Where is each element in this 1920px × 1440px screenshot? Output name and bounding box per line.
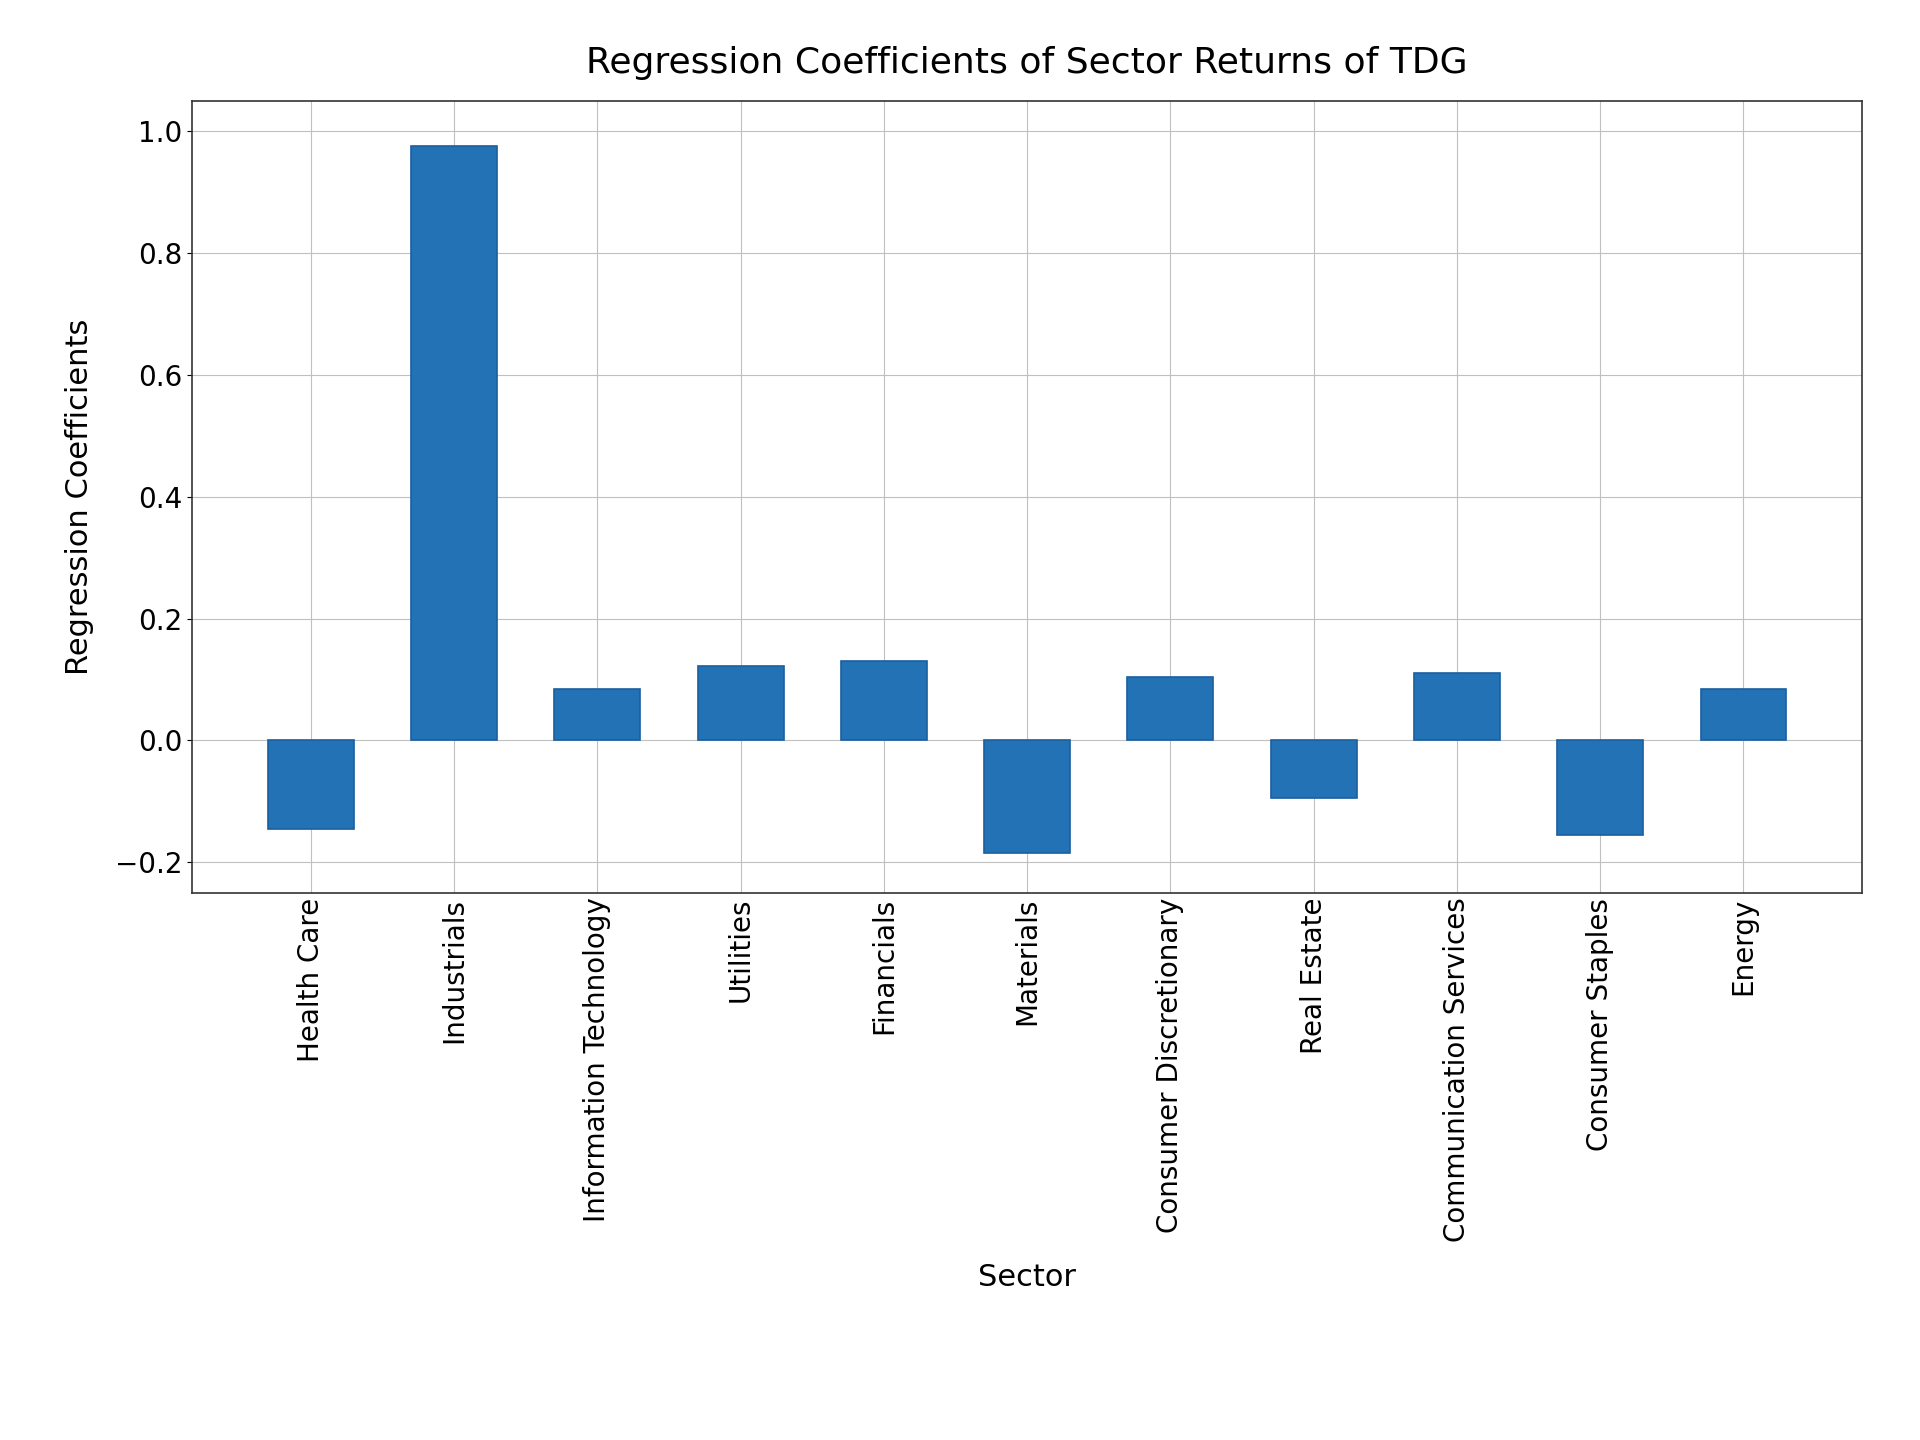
- Bar: [269, 740, 353, 829]
- Bar: [1557, 740, 1644, 835]
- Bar: [1413, 674, 1500, 740]
- Bar: [1127, 677, 1213, 740]
- Y-axis label: Regression Coefficients: Regression Coefficients: [65, 318, 94, 675]
- Bar: [1701, 688, 1786, 740]
- Bar: [985, 740, 1069, 852]
- Bar: [411, 147, 497, 740]
- Bar: [555, 688, 641, 740]
- Bar: [697, 665, 783, 740]
- Title: Regression Coefficients of Sector Returns of TDG: Regression Coefficients of Sector Return…: [586, 46, 1469, 81]
- X-axis label: Sector: Sector: [977, 1263, 1077, 1292]
- Bar: [841, 661, 927, 740]
- Bar: [1271, 740, 1357, 798]
